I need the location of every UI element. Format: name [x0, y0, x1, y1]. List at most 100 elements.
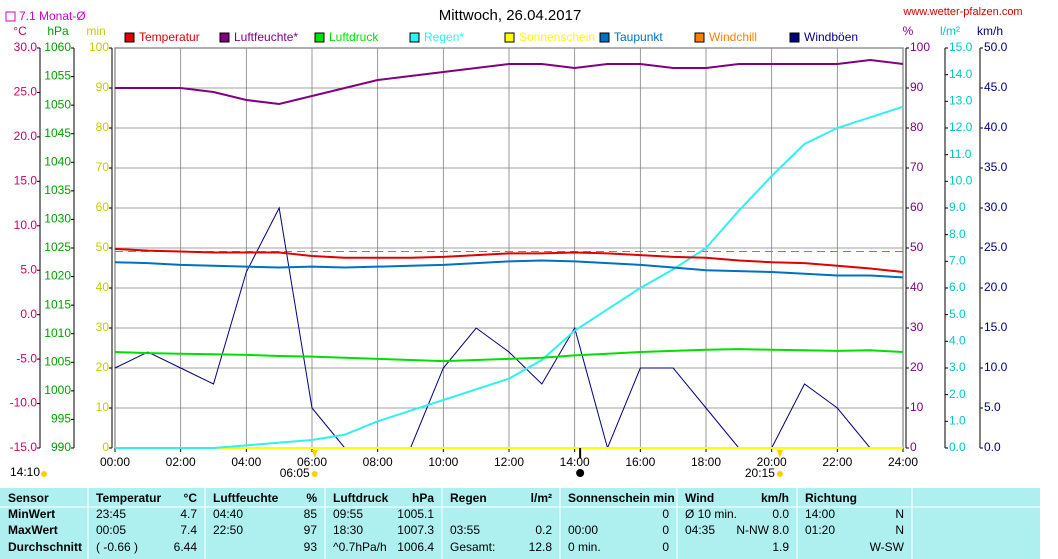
y-tick-label: 1060 — [44, 40, 71, 54]
x-tick-label: 02:00 — [166, 455, 196, 469]
table-unit: °C — [184, 491, 198, 505]
y-tick-label: 60 — [96, 200, 110, 214]
series-line — [114, 247, 904, 273]
current-time-label: 14:10 — [10, 465, 40, 479]
y-tick-label: 40 — [96, 280, 110, 294]
legend-swatch — [789, 32, 800, 43]
table-cell: 0 — [662, 540, 669, 554]
y-tick-label: -10.0 — [10, 396, 38, 410]
table-cell: 0.2 — [535, 523, 552, 537]
site-url: www.wetter-pfalzen.com — [902, 6, 1022, 18]
axis-unit: km/h — [977, 24, 1003, 38]
table-cell: 01:20 — [805, 523, 835, 537]
y-tick-label: 3.0 — [949, 360, 966, 374]
table-cell: N-NW 8.0 — [736, 523, 789, 537]
x-tick-label: 14:00 — [560, 455, 590, 469]
y-tick-label: 30.0 — [14, 40, 38, 54]
y-tick-label: 25.0 — [984, 240, 1008, 254]
table-cell: 0 min. — [568, 540, 601, 554]
y-tick-label: 10 — [96, 400, 110, 414]
table-header: Regen — [450, 491, 487, 505]
legend-label: Sonnenschein — [519, 30, 595, 44]
legend-swatch — [504, 32, 515, 43]
table-cell: 85 — [304, 507, 318, 521]
y-tick-label: 20 — [910, 360, 924, 374]
y-tick-label: -15.0 — [10, 440, 38, 454]
y-tick-label: 80 — [910, 120, 924, 134]
legend-label: Windböen — [804, 30, 858, 44]
table-cell: 12.8 — [529, 540, 553, 554]
legend-label: Taupunkt — [614, 30, 663, 44]
table-unit: l/m² — [531, 491, 552, 505]
y-tick-label: 1005 — [44, 354, 71, 368]
y-tick-label: 40.0 — [984, 120, 1008, 134]
y-tick-label: 90 — [96, 80, 110, 94]
sunset-sun — [776, 471, 783, 477]
y-tick-label: 1.0 — [949, 414, 966, 428]
table-cell: 93 — [304, 540, 318, 554]
series-line — [115, 105, 904, 449]
monthly-average-label: 7.1 Monat-Ø — [19, 9, 86, 23]
sunrise-sun — [311, 471, 318, 477]
legend-label: Regen* — [424, 30, 464, 44]
table-cell: 04:35 — [685, 523, 715, 537]
table-cell: 03:55 — [450, 523, 480, 537]
y-tick-label: 990 — [51, 440, 71, 454]
y-tick-label: 5.0 — [20, 262, 37, 276]
y-tick-label: 15.0 — [984, 320, 1008, 334]
y-tick-label: 70 — [910, 160, 924, 174]
y-tick-label: 7.0 — [949, 254, 966, 268]
y-tick-label: 0.0 — [949, 440, 966, 454]
y-tick-label: 30.0 — [984, 200, 1008, 214]
y-tick-label: 35.0 — [984, 160, 1008, 174]
table-cell: 1007.3 — [397, 523, 434, 537]
x-tick-label: 22:00 — [822, 455, 852, 469]
y-tick-label: 15.0 — [949, 40, 973, 54]
series-line — [114, 259, 904, 279]
sunset-label: 20:15 — [745, 466, 775, 480]
y-tick-label: 10.0 — [984, 360, 1008, 374]
series-line — [115, 58, 904, 106]
y-tick-label: 5.0 — [949, 307, 966, 321]
y-tick-label: 11.0 — [949, 147, 972, 161]
y-tick-label: -5.0 — [16, 351, 37, 365]
y-tick-label: 1020 — [44, 269, 71, 283]
y-tick-label: 1000 — [44, 383, 71, 397]
table-cell: 1.9 — [772, 540, 789, 554]
legend-swatch — [409, 32, 420, 43]
y-tick-label: 14.0 — [949, 67, 973, 81]
table-cell: 18:30 — [333, 523, 363, 537]
table-cell: 7.4 — [180, 523, 197, 537]
table-cell: 00:00 — [568, 523, 598, 537]
legend-label: Temperatur — [139, 30, 200, 44]
table-header: Sonnenschein min — [568, 491, 675, 505]
y-tick-label: 9.0 — [949, 200, 966, 214]
axis-unit: °C — [13, 24, 27, 38]
legend-label: Luftdruck — [329, 30, 379, 44]
table-cell: 1005.1 — [397, 507, 434, 521]
table-background — [0, 488, 1040, 559]
legend-label: Luftfeuchte* — [234, 30, 298, 44]
table-cell: 09:55 — [333, 507, 363, 521]
y-tick-label: 0 — [910, 440, 917, 454]
table-cell: N — [895, 523, 904, 537]
table-header: Richtung — [805, 491, 857, 505]
legend-swatch — [314, 32, 325, 43]
y-tick-label: 20.0 — [984, 280, 1008, 294]
current-time-sun — [41, 471, 47, 477]
x-tick-label: 18:00 — [691, 455, 721, 469]
y-tick-label: 70 — [96, 160, 110, 174]
table-cell: MinWert — [8, 507, 55, 521]
y-tick-label: 10.0 — [14, 218, 38, 232]
y-tick-label: 6.0 — [949, 280, 966, 294]
legend-label: Windchill — [709, 30, 757, 44]
x-tick-label: 20:00 — [757, 455, 787, 469]
table-unit: km/h — [761, 491, 789, 505]
y-tick-label: 30 — [96, 320, 110, 334]
table-cell: 22:50 — [213, 523, 243, 537]
y-tick-label: 995 — [51, 412, 71, 426]
y-tick-label: 1045 — [44, 126, 71, 140]
table-cell: 0.0 — [772, 507, 789, 521]
table-cell: 14:00 — [805, 507, 835, 521]
